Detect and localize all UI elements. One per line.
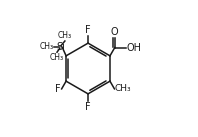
Text: Si: Si xyxy=(56,42,65,52)
Text: F: F xyxy=(55,84,61,94)
Text: CH₃: CH₃ xyxy=(50,53,64,62)
Text: CH₃: CH₃ xyxy=(115,84,132,93)
Text: OH: OH xyxy=(126,42,141,52)
Text: CH₃: CH₃ xyxy=(39,42,53,51)
Text: F: F xyxy=(85,102,91,112)
Text: CH₃: CH₃ xyxy=(57,31,72,40)
Text: F: F xyxy=(85,25,91,35)
Text: O: O xyxy=(111,27,119,37)
